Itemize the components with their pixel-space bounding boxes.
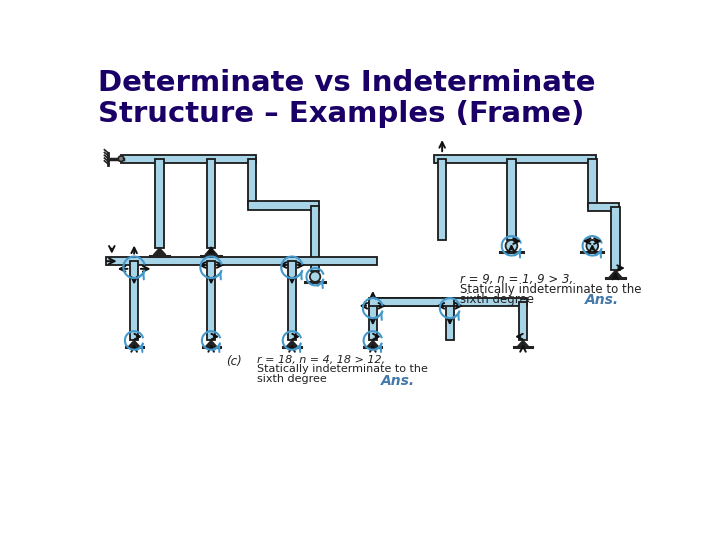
Bar xyxy=(588,159,597,207)
Bar xyxy=(507,159,516,240)
Polygon shape xyxy=(206,340,217,346)
Bar xyxy=(373,298,527,306)
Bar xyxy=(121,154,256,163)
Bar xyxy=(438,159,446,240)
Polygon shape xyxy=(367,340,378,346)
Bar xyxy=(588,203,619,212)
Bar xyxy=(519,302,527,340)
Circle shape xyxy=(310,272,320,282)
Bar xyxy=(248,201,319,210)
Text: Statically indeterminate to the: Statically indeterminate to the xyxy=(460,283,642,296)
Bar xyxy=(434,154,596,163)
Bar xyxy=(369,302,377,340)
Text: Statically indeterminate to the: Statically indeterminate to the xyxy=(257,364,428,374)
Polygon shape xyxy=(205,248,217,255)
Text: Ans.: Ans. xyxy=(381,374,415,388)
Circle shape xyxy=(586,240,598,252)
Text: Ans.: Ans. xyxy=(585,293,618,307)
Text: sixth degree: sixth degree xyxy=(257,374,327,383)
Circle shape xyxy=(118,156,124,161)
Circle shape xyxy=(505,240,518,252)
Bar xyxy=(248,159,256,206)
Bar xyxy=(446,302,454,340)
Bar xyxy=(156,159,163,248)
Bar xyxy=(288,261,296,340)
Bar xyxy=(207,261,215,340)
Text: (c): (c) xyxy=(227,355,243,368)
Polygon shape xyxy=(287,340,297,346)
Text: sixth degree: sixth degree xyxy=(460,293,534,306)
Polygon shape xyxy=(609,271,621,277)
Polygon shape xyxy=(129,340,140,346)
Bar xyxy=(611,207,620,271)
Polygon shape xyxy=(518,340,528,346)
Polygon shape xyxy=(153,248,166,255)
Bar xyxy=(311,206,320,271)
Text: Determinate vs Indeterminate
Structure – Examples (Frame): Determinate vs Indeterminate Structure –… xyxy=(98,69,595,128)
Bar xyxy=(207,159,215,248)
Text: r = 9, n = 1, 9 > 3,: r = 9, n = 1, 9 > 3, xyxy=(460,273,573,286)
Bar xyxy=(106,257,377,265)
Bar xyxy=(130,261,138,340)
Bar xyxy=(369,298,454,306)
Text: r = 18, n = 4, 18 > 12,: r = 18, n = 4, 18 > 12, xyxy=(257,355,385,365)
